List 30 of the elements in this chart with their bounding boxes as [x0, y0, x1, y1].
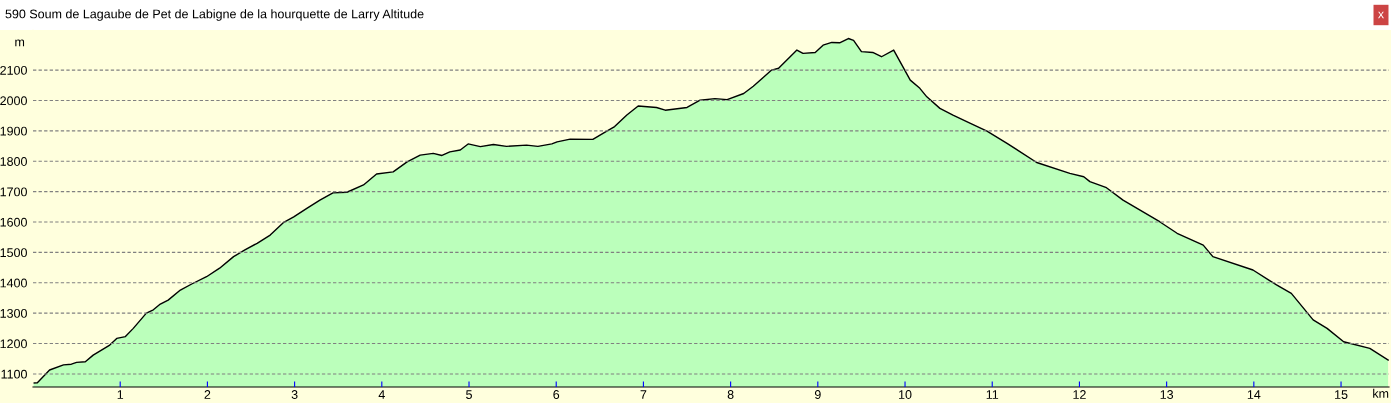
x-tick-label: 5	[466, 390, 472, 399]
x-tick-label: 4	[378, 390, 385, 399]
y-tick-label: 1100	[1, 369, 27, 379]
x-tick-label: 13	[1160, 390, 1174, 399]
text: x	[1378, 11, 1384, 19]
x-tick-label: 11	[986, 390, 999, 399]
x-tick-label: 8	[727, 390, 734, 399]
x-tick-label: 6	[553, 390, 560, 399]
y-tick-label: 1600	[0, 217, 27, 227]
x-tick-label: 14	[1247, 390, 1261, 399]
y-tick-label: 1800	[0, 157, 27, 166]
y-tick-label: 1300	[0, 308, 27, 318]
x-tick-label: 7	[640, 390, 647, 399]
y-tick-label: 1400	[0, 278, 27, 288]
x-tick-label: 2	[204, 390, 211, 399]
y-axis-title: m	[15, 39, 25, 47]
x-tick-label: 9	[814, 390, 821, 399]
y-tick-label: 2000	[0, 96, 27, 106]
chart-title: 590 Soum de Lagaube de Pet de Labigne de la hourquette de Larry Altitude	[5, 9, 424, 21]
x-tick-label: 1	[117, 390, 124, 399]
x-tick-label: 12	[1073, 390, 1086, 399]
x-tick-label: 10	[899, 390, 912, 399]
y-tick-label: 1700	[0, 187, 27, 197]
x-axis-title: km	[1373, 388, 1389, 398]
y-tick-label: 2100	[0, 65, 27, 75]
y-tick-label: 1200	[0, 339, 27, 349]
x-tick-label: 3	[291, 390, 298, 399]
y-tick-label: 1900	[0, 126, 27, 136]
y-tick-label: 1500	[0, 248, 27, 258]
x-tick-label: 15	[1335, 390, 1348, 399]
